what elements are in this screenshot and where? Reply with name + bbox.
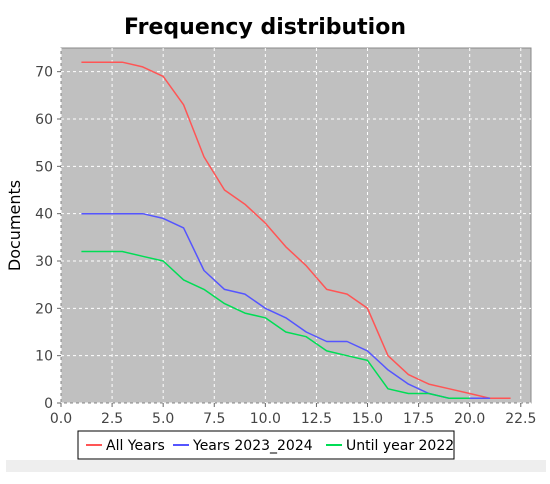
y-tick-label: 20: [35, 301, 53, 317]
bottom-strip: [6, 460, 546, 472]
x-tick-label: 0.0: [50, 411, 72, 427]
plot-area: [60, 47, 532, 404]
x-tick-label: 7.5: [203, 411, 225, 427]
legend: All Years Years 2023_2024 Until year 2022: [77, 430, 455, 460]
x-tick-label: 17.5: [403, 411, 434, 427]
axes: 0 10 20 30 40 50 60 70 0.0 2.5 5.0 7.5 10.0 12.5 15.0 1…: [35, 65, 536, 427]
chart-title: Frequency distribution: [124, 15, 406, 40]
y-tick-label: 70: [35, 65, 53, 81]
y-tick-label: 60: [35, 112, 53, 128]
legend-label: All Years: [106, 438, 165, 454]
series-line-years-2023-2024: [81, 212, 491, 400]
x-tick-label: 12.5: [301, 411, 332, 427]
y-tick-label: 30: [35, 254, 53, 270]
series-line-all-years: [81, 61, 511, 400]
legend-label: Until year 2022: [346, 438, 454, 454]
legend-label: Years 2023_2024: [192, 438, 313, 454]
x-tick-label: 22.5: [505, 411, 536, 427]
x-tick-label: 20.0: [454, 411, 485, 427]
y-tick-label: 10: [35, 349, 53, 365]
series-layer: [81, 61, 511, 400]
y-axis-label: Documents: [5, 180, 24, 271]
legend-box: [77, 430, 455, 460]
x-tick-label: 10.0: [250, 411, 281, 427]
y-tick-label: 0: [44, 396, 53, 412]
y-tick-label: 40: [35, 207, 53, 223]
x-tick-label: 15.0: [352, 411, 383, 427]
x-tick-label: 5.0: [152, 411, 174, 427]
series-line-until-year-2022: [81, 250, 470, 400]
y-tick-label: 50: [35, 159, 53, 175]
x-tick-label: 2.5: [101, 411, 123, 427]
